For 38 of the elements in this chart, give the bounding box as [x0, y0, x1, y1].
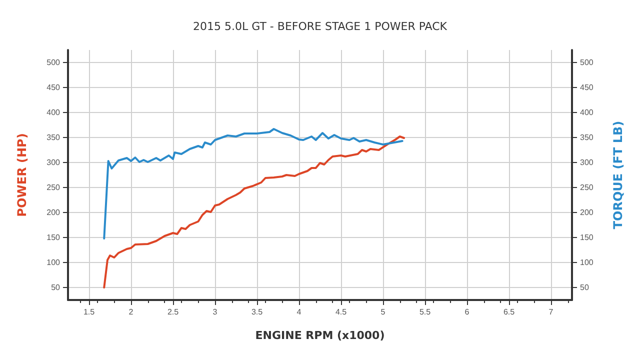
y2-axis-title: TORQUE (FT LB): [611, 120, 625, 230]
x-tick-label: 4.5: [335, 308, 348, 316]
y2-tick-label: 450: [580, 83, 594, 92]
x-tick-label: 5.5: [419, 308, 432, 316]
x-tick-label: 3.5: [251, 308, 264, 316]
x-tick-label: 7: [548, 308, 554, 316]
y2-tick-label: 150: [580, 233, 594, 242]
y-tick-label: 450: [46, 83, 61, 92]
y2-tick-label: 400: [580, 108, 594, 117]
y-tick-label: 200: [46, 208, 61, 217]
y-tick-label: 100: [46, 258, 61, 267]
x-tick-label: 4: [296, 308, 302, 316]
y-tick-label: 50: [51, 283, 61, 292]
x-tick-label: 2.5: [167, 308, 180, 316]
y2-tick-label: 350: [580, 133, 594, 142]
y-tick-label: 250: [46, 183, 61, 192]
line-series: [103, 136, 405, 288]
x-tick-label: 3: [212, 308, 218, 316]
y2-tick-label: 200: [580, 208, 594, 217]
line-series: [103, 128, 404, 240]
x-tick-label: 6: [464, 308, 470, 316]
y-tick-label: 400: [46, 108, 61, 117]
x-tick-label: 1.5: [83, 308, 96, 316]
y-tick-label: 150: [46, 233, 61, 242]
y-tick-label: 300: [46, 158, 61, 167]
x-axis-title: ENGINE RPM (x1000): [255, 329, 385, 342]
y2-tick-label: 500: [580, 58, 594, 67]
y2-tick-label: 250: [580, 183, 594, 192]
y2-tick-label: 100: [580, 258, 594, 267]
y-axis-title: POWER (HP): [15, 133, 29, 217]
y2-tick-label: 50: [580, 283, 590, 292]
x-tick-label: 2: [128, 308, 134, 316]
y-tick-label: 350: [46, 133, 61, 142]
x-tick-label: 6.5: [503, 308, 516, 316]
x-tick-label: 5: [380, 308, 386, 316]
chart-title: 2015 5.0L GT - BEFORE STAGE 1 POWER PACK: [192, 20, 448, 33]
y2-tick-label: 300: [580, 158, 594, 167]
y-tick-label: 500: [46, 58, 61, 67]
